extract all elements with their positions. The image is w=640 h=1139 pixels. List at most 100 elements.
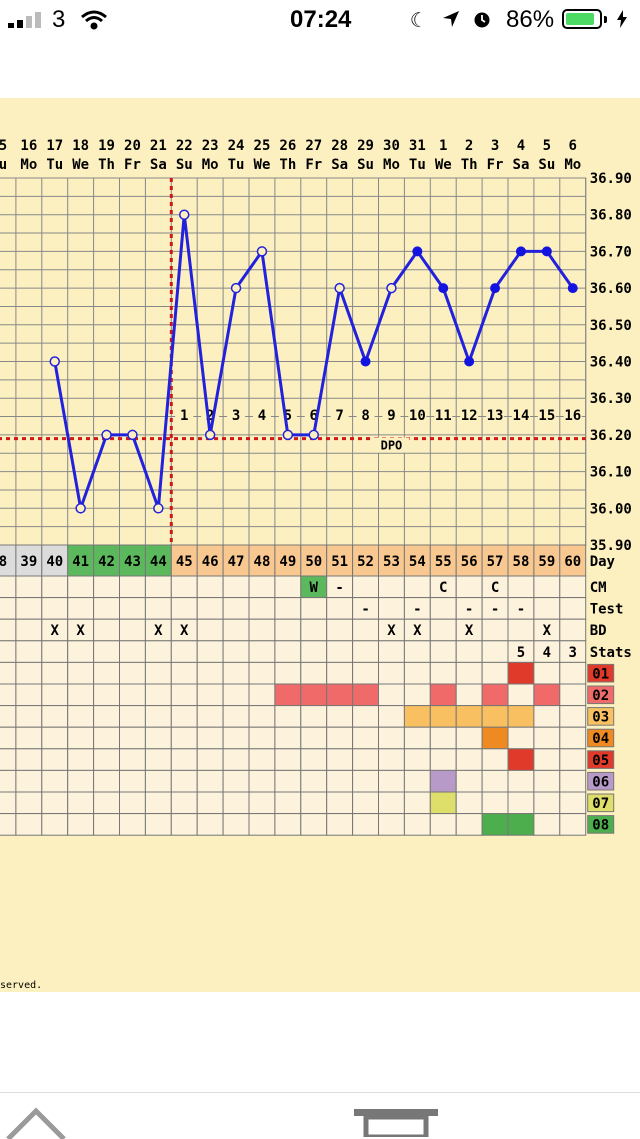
info-cell: [0, 575, 17, 599]
info-cell: [67, 748, 95, 771]
dpo-label-bg: [330, 407, 349, 424]
info-cell: [403, 640, 431, 663]
info-mark: X: [154, 623, 163, 639]
dpo-label: 12: [461, 408, 478, 424]
y-tick-label: 36.70: [590, 244, 632, 260]
info-cell: [248, 769, 276, 793]
symptom-swatch: [587, 750, 615, 769]
info-cell: [378, 791, 405, 815]
date-label: 19: [98, 138, 115, 154]
info-cell: [119, 748, 146, 771]
info-cell: [196, 769, 224, 793]
date-label: 17: [46, 138, 63, 154]
weekday-label: Th: [461, 157, 478, 173]
info-cell: [429, 618, 457, 642]
info-cell: [378, 575, 405, 599]
date-label: 29: [357, 138, 374, 154]
info-cell: [15, 640, 43, 663]
info-cell: [119, 791, 146, 815]
dpo-text: DPO: [381, 439, 403, 453]
symptom-swatch: [587, 815, 615, 834]
battery-percent: 86%: [506, 6, 555, 33]
info-cell: [455, 748, 483, 771]
weekday-label: Mo: [20, 157, 37, 173]
temp-point-open: [230, 282, 242, 294]
info-cell: [144, 813, 172, 836]
info-cell: [481, 618, 509, 642]
info-cell: [67, 597, 95, 620]
temp-point-open: [75, 503, 86, 514]
info-cell: [455, 661, 483, 685]
date-label: 1: [439, 138, 447, 154]
info-cell: [481, 661, 509, 685]
info-cell: [326, 813, 354, 836]
row-label: CM: [590, 580, 607, 596]
info-cell: [274, 791, 302, 815]
cycle-day-label: 60: [564, 554, 581, 570]
info-cell: [429, 705, 457, 728]
info-mark: 5: [517, 645, 525, 661]
cycle-day-label: 54: [409, 554, 426, 570]
info-cell: [170, 791, 198, 815]
info-cell: [196, 618, 224, 642]
weekday-label: Fr: [305, 157, 322, 173]
info-mark: -: [517, 602, 525, 618]
info-cell: [248, 791, 276, 815]
info-cell: [144, 726, 172, 750]
trash-icon[interactable]: [352, 1107, 444, 1137]
dpo-text-bg: [373, 437, 410, 453]
info-cell: [559, 597, 587, 620]
cycle-day-cell: [455, 544, 483, 577]
temp-point-open: [204, 429, 216, 441]
cycle-day-label: 48: [254, 554, 271, 570]
dpo-label: 6: [310, 408, 318, 424]
info-cell: [403, 813, 431, 836]
info-cell: [67, 726, 95, 750]
info-cell: [533, 726, 561, 750]
dpo-label-bg: [511, 407, 530, 424]
info-cell: [300, 726, 328, 750]
weekday-label: Su: [357, 157, 374, 173]
info-cell: [300, 748, 328, 771]
y-tick-label: 35.90: [590, 538, 632, 554]
info-cell: [378, 813, 405, 836]
info-cell: [481, 640, 509, 663]
info-cell: [119, 618, 146, 642]
info-cell: [15, 575, 43, 599]
info-cell: [248, 705, 276, 728]
info-cell: [170, 748, 198, 771]
temp-point-open: [101, 429, 112, 441]
info-cell: [93, 597, 120, 620]
info-cell: [559, 726, 587, 750]
weekday-label: We: [254, 157, 271, 173]
dpo-label-bg: [382, 407, 401, 424]
info-cell: [144, 791, 172, 815]
date-label: 27: [305, 138, 322, 154]
info-cell: [274, 705, 302, 728]
info-cell: [326, 661, 354, 685]
info-cell: [378, 597, 405, 620]
cycle-day-cell: [300, 544, 328, 577]
home-icon[interactable]: [0, 1105, 80, 1139]
info-cell: [15, 597, 43, 620]
weekday-label: We: [435, 157, 452, 173]
info-mark: W: [310, 580, 319, 596]
info-cell: [403, 575, 431, 599]
info-cell: [507, 769, 535, 793]
weekday-label: Mo: [564, 157, 581, 173]
info-cell: [455, 575, 483, 599]
symptom-swatch: [587, 728, 615, 748]
weekday-label: u: [0, 157, 7, 173]
info-cell: [67, 705, 95, 728]
info-cell: [119, 726, 146, 750]
y-tick-label: 36.30: [590, 391, 632, 407]
info-cell: [300, 618, 328, 642]
info-cell: [0, 640, 17, 663]
info-cell: [300, 597, 328, 620]
date-label: 25: [254, 138, 271, 154]
info-cell: [533, 597, 561, 620]
temp-point-open: [179, 209, 190, 220]
info-cell: [378, 705, 405, 728]
info-cell: [15, 769, 43, 793]
info-cell: [41, 640, 69, 663]
